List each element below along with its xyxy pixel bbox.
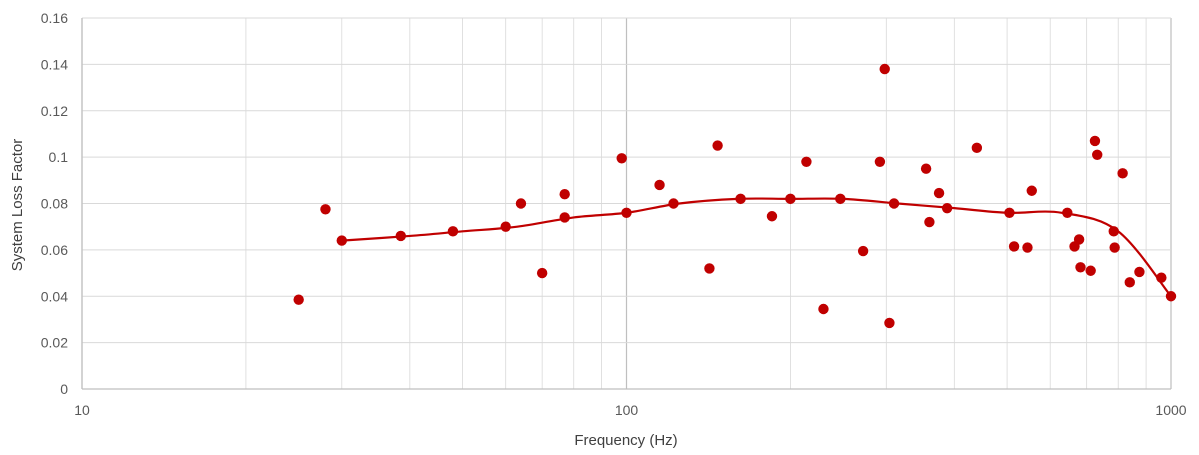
x-tick-label: 1000 — [1155, 402, 1186, 418]
data-point — [1089, 135, 1101, 147]
data-point — [1026, 185, 1037, 196]
data-point — [1117, 168, 1128, 179]
data-point — [668, 198, 679, 209]
y-tick-label: 0.04 — [41, 288, 68, 304]
data-point — [1022, 242, 1033, 253]
data-point — [1085, 265, 1096, 276]
data-point — [536, 267, 548, 279]
data-point — [1165, 291, 1177, 302]
trend-line-series — [341, 197, 1172, 297]
data-point — [735, 193, 746, 205]
x-axis-title: Frequency (Hz) — [574, 432, 677, 449]
y-tick-labels: 0 0.02 0.04 0.06 0.08 0.1 0.12 0.14 0.16 — [41, 10, 68, 397]
data-point — [879, 63, 890, 75]
y-tick-label: 0.06 — [41, 242, 68, 258]
data-point — [920, 163, 932, 174]
y-tick-label: 0.16 — [41, 10, 68, 26]
data-point — [1004, 207, 1015, 218]
axes — [81, 18, 1171, 390]
data-point — [941, 202, 953, 214]
data-point — [785, 193, 796, 205]
scatter-series — [293, 63, 1177, 329]
data-point — [654, 179, 665, 191]
data-point — [712, 140, 723, 151]
data-point — [559, 189, 570, 200]
data-point — [884, 317, 895, 329]
data-point — [320, 204, 331, 215]
data-point — [616, 153, 627, 164]
x-tick-labels: 10 100 1000 — [74, 402, 1187, 418]
data-point — [395, 230, 406, 242]
data-point — [1062, 207, 1073, 218]
data-point — [1134, 266, 1145, 278]
data-point — [515, 198, 527, 209]
y-axis-title: System Loss Factor — [9, 139, 26, 272]
data-point — [835, 193, 846, 205]
x-tick-label: 10 — [74, 402, 90, 418]
data-point — [818, 303, 829, 315]
data-point — [933, 187, 945, 199]
data-point — [801, 156, 812, 167]
data-point — [1008, 241, 1020, 252]
major-gridlines — [81, 17, 1172, 390]
data-point — [559, 212, 570, 223]
data-point — [924, 216, 935, 228]
data-point — [874, 156, 886, 167]
data-point — [971, 142, 983, 154]
y-tick-label: 0.1 — [49, 149, 69, 165]
x-tick-label: 100 — [615, 402, 639, 418]
y-tick-label: 0.14 — [41, 56, 68, 72]
y-tick-label: 0.08 — [41, 196, 68, 212]
data-point — [1156, 272, 1167, 283]
data-point — [447, 226, 459, 237]
y-tick-label: 0.02 — [41, 335, 68, 351]
trend-line — [341, 197, 1172, 297]
data-point — [500, 221, 511, 232]
data-point — [336, 235, 347, 246]
data-point — [1108, 226, 1119, 237]
data-point — [621, 207, 632, 218]
y-tick-label: 0 — [60, 381, 68, 397]
data-point — [1073, 234, 1085, 245]
data-point — [888, 198, 900, 209]
data-point — [857, 245, 869, 257]
data-point — [1075, 262, 1086, 273]
data-point — [293, 294, 304, 305]
data-point — [704, 263, 715, 274]
data-point — [1109, 242, 1120, 253]
data-point — [766, 211, 778, 222]
data-point — [1092, 149, 1103, 161]
data-point — [1124, 277, 1135, 288]
y-tick-label: 0.12 — [41, 103, 68, 119]
